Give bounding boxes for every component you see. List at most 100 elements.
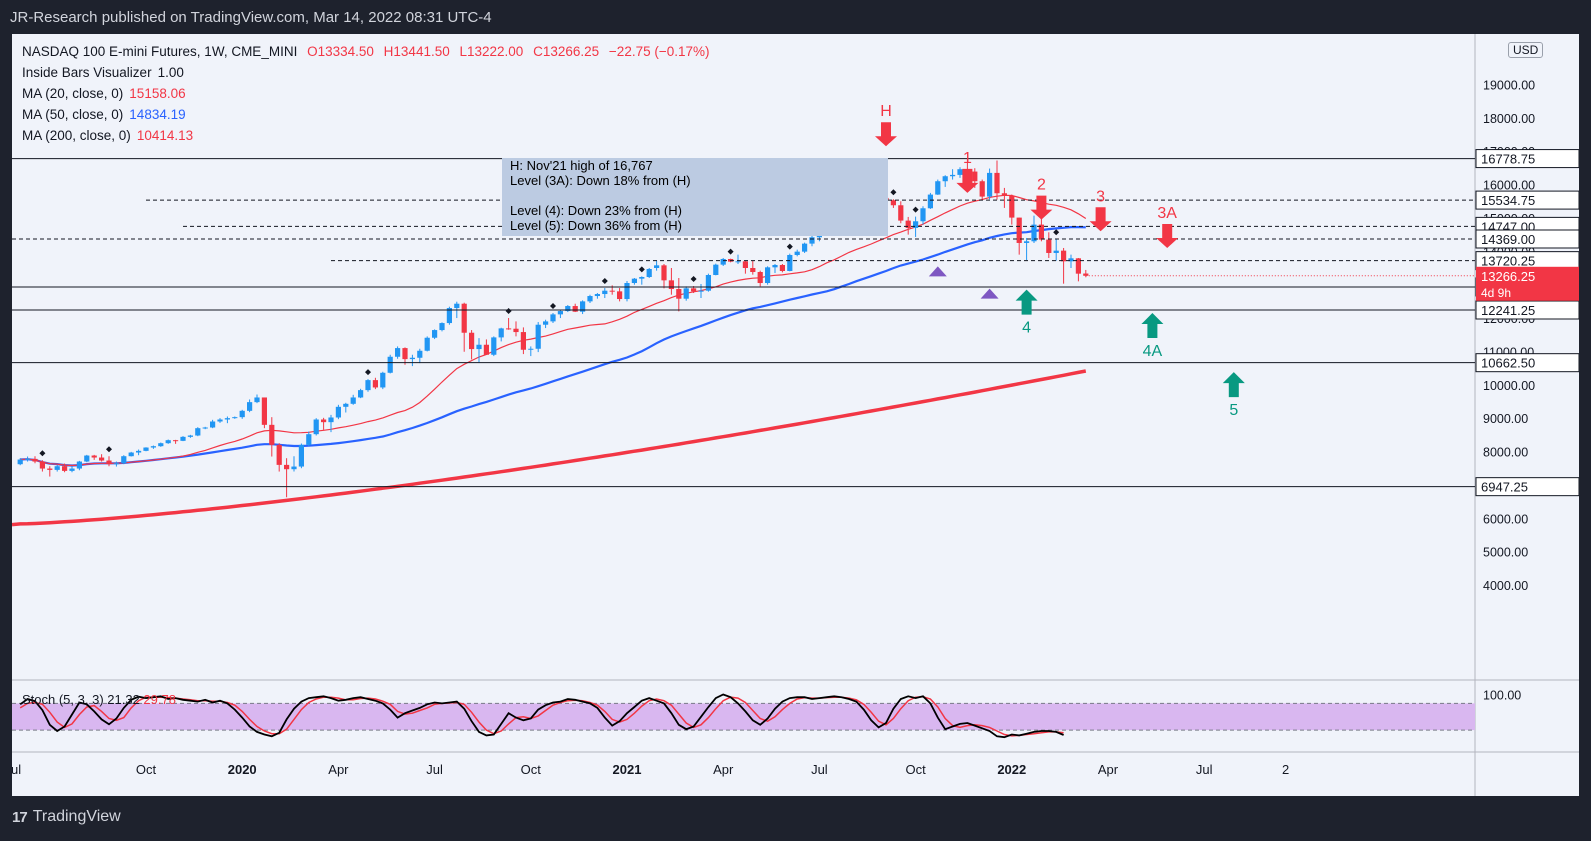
candle-body [654,265,660,268]
tradingview-logo[interactable]: 17 TradingView [12,808,121,826]
inside-bar-marker [912,206,919,213]
purple-triangle-marker [928,266,947,277]
indicator-label: MA (50, close, 0) [22,107,124,122]
indicator-value: 15158.06 [129,86,186,101]
time-tick-label: Oct [521,762,542,777]
candle-body [284,464,290,470]
candle-body [528,348,534,350]
candle-body [380,372,386,388]
candle-body [424,337,430,351]
candle-body [580,301,586,312]
candle-body [942,176,948,182]
candle-body [25,458,31,460]
candle-body [543,321,549,325]
ma200-line [11,369,1087,527]
last-price-box [1476,266,1579,301]
candle-body [254,397,260,403]
candle-body [165,440,171,444]
candle-body [269,424,275,445]
marker-label: 1 [963,150,972,167]
candle-body [158,443,164,447]
candle-body [439,323,445,331]
candle-body [136,450,142,453]
candles-group [17,158,1089,498]
candle-body [661,265,667,281]
level-label: 12241.25 [1481,303,1535,318]
candle-body [387,356,393,373]
chart-panel[interactable]: 10000.00 9000.00 8000.00 6000.00 5000.00 4000… [4,34,1580,796]
time-tick-label: Apr [713,762,734,777]
inside-bar-marker [39,450,46,457]
inside-bar-marker [1053,229,1060,236]
candle-body [261,397,267,425]
time-tick-label: Apr [328,762,349,777]
candle-body [180,436,186,441]
level-label: 14369.00 [1481,232,1535,247]
candle-body [950,174,956,177]
down-arrow-marker [956,168,979,193]
indicator-value: 10414.13 [136,128,194,143]
level-label: 6947.25 [1481,480,1528,495]
level-label: 10662.50 [1481,356,1535,371]
currency-button[interactable]: USD [1508,42,1544,58]
candle-body [1031,224,1037,242]
legend-indicator-ma20[interactable]: MA (20, close, 0) 15158.06 [22,86,186,101]
candle-body [1024,241,1030,243]
time-tick-label: Jul [12,762,21,777]
candle-body [594,294,600,297]
legend-indicator-inside-bars[interactable]: Inside Bars Visualizer 1.00 [22,65,184,80]
price-tick-label: 6000.00 [1483,512,1528,526]
candle-body [720,258,726,265]
marker-label: 2 [1037,177,1046,194]
inside-bar-marker [727,248,734,255]
level-label: 13720.25 [1481,254,1535,269]
legend-indicator-ma200[interactable]: MA (200, close, 0) 10414.13 [22,128,193,143]
ohlc-close: C13266.25 [533,44,600,59]
ohlc-high: H13441.50 [383,44,450,59]
candle-body [121,456,127,464]
inside-bar-marker [638,266,645,273]
time-tick-label: Jul [811,762,828,777]
candle-body [247,402,253,411]
time-tick-label: Oct [905,762,926,777]
up-arrow-marker [1141,313,1164,339]
ma50-line [20,226,1086,467]
candle-body [1016,217,1022,243]
annotation-line: Level (4): Down 23% from (H) [510,203,682,218]
price-chart[interactable]: 10000.00 9000.00 8000.00 6000.00 5000.00 4000… [4,34,1580,796]
candle-body [39,461,45,469]
candle-body [927,194,933,209]
stoch-k-value: 21.32 [107,692,143,707]
candle-body [1061,250,1067,262]
candle-body [150,446,156,448]
legend-indicator-ma50[interactable]: MA (50, close, 0) 14834.19 [22,107,186,122]
candle-body [668,280,674,290]
candle-body [321,419,327,423]
up-arrow-marker [1222,372,1245,398]
marker-label: 3 [1096,188,1105,205]
candle-body [898,205,904,221]
legend-symbol-row: NASDAQ 100 E-mini Futures, 1W, CME_MINI … [22,44,710,59]
symbol-title: NASDAQ 100 E-mini Futures, 1W, CME_MINI [22,44,298,59]
footer-bar: 17 TradingView [0,796,1591,841]
price-tick-label: 8000.00 [1483,446,1528,460]
annotation-line [502,188,888,203]
level-label: 15534.75 [1481,193,1535,208]
down-arrow-marker [875,122,897,147]
candle-body [920,208,926,222]
candle-body [683,288,689,299]
candle-body [202,427,208,429]
candle-body [306,434,312,445]
annotation-box[interactable]: H: Nov'21 high of 16,767 Level (3A): Dow… [502,158,888,236]
candle-body [224,418,230,420]
candle-body [84,455,90,462]
inside-bar-marker [690,276,697,283]
price-tick-label: 16000.00 [1483,179,1535,193]
candle-body [1068,258,1074,262]
candle-body [890,200,896,206]
candle-body [935,181,941,195]
candle-body [409,357,415,360]
candle-body [506,328,512,330]
candle-body [446,308,452,324]
candle-body [491,337,497,355]
